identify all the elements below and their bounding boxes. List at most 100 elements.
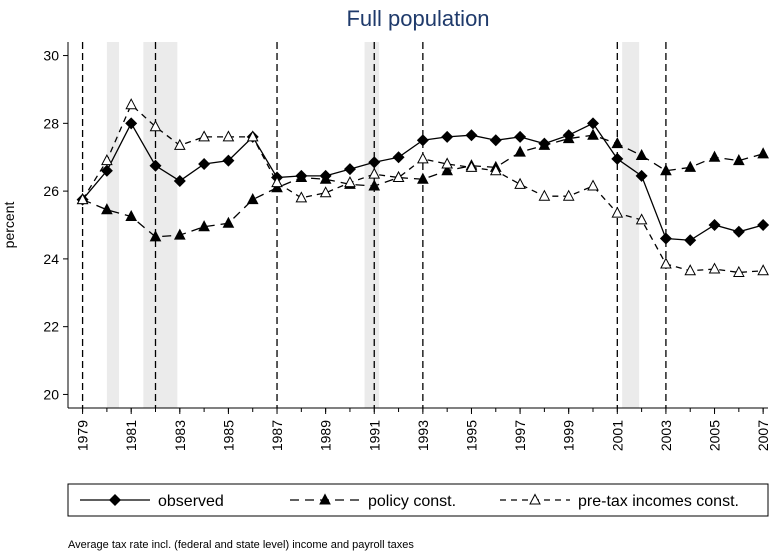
diamond-marker bbox=[489, 134, 502, 147]
diamond-marker bbox=[732, 225, 745, 238]
chart-title: Full population bbox=[346, 6, 489, 31]
triangle-marker bbox=[344, 176, 356, 188]
legend-label: observed bbox=[158, 493, 224, 510]
triangle-marker bbox=[101, 203, 113, 215]
triangle-marker bbox=[538, 189, 551, 201]
y-tick-label: 30 bbox=[43, 48, 59, 64]
triangle-marker bbox=[222, 130, 235, 142]
shaded-region bbox=[143, 42, 178, 408]
diamond-marker bbox=[173, 174, 186, 187]
triangle-marker bbox=[441, 157, 453, 169]
x-tick-label: 1991 bbox=[366, 420, 382, 451]
triangle-marker bbox=[417, 172, 429, 184]
triangle-marker bbox=[635, 148, 648, 161]
legend-label: pre-tax incomes const. bbox=[578, 493, 739, 510]
triangle-marker bbox=[562, 189, 575, 201]
y-tick-label: 26 bbox=[43, 183, 59, 199]
diamond-marker bbox=[125, 117, 138, 130]
triangle-marker bbox=[441, 164, 453, 176]
triangle-marker bbox=[198, 220, 210, 232]
legend-marker bbox=[109, 494, 121, 506]
diamond-marker bbox=[343, 163, 356, 176]
triangle-marker bbox=[733, 154, 745, 166]
triangle-marker bbox=[757, 264, 769, 276]
shaded-region bbox=[106, 42, 120, 408]
x-tick-label: 1989 bbox=[318, 420, 334, 451]
triangle-marker bbox=[173, 138, 186, 150]
triangle-marker bbox=[319, 172, 332, 184]
y-tick-label: 22 bbox=[43, 319, 59, 335]
x-tick-label: 1985 bbox=[220, 420, 236, 451]
triangle-marker bbox=[562, 132, 575, 144]
diamond-marker bbox=[611, 152, 624, 165]
triangle-marker bbox=[149, 230, 162, 242]
triangle-marker bbox=[684, 160, 697, 172]
triangle-marker bbox=[101, 154, 113, 166]
triangle-marker bbox=[368, 167, 381, 179]
triangle-marker bbox=[246, 130, 259, 142]
triangle-marker bbox=[538, 138, 551, 150]
triangle-marker bbox=[319, 186, 332, 198]
y-tick-label: 20 bbox=[43, 386, 59, 402]
triangle-marker bbox=[708, 150, 721, 162]
triangle-marker bbox=[149, 120, 162, 132]
triangle-marker bbox=[392, 170, 405, 183]
triangle-marker bbox=[76, 193, 89, 205]
triangle-marker bbox=[514, 177, 526, 189]
diamond-marker bbox=[198, 158, 211, 170]
diamond-marker bbox=[708, 219, 721, 231]
triangle-marker bbox=[611, 137, 624, 149]
triangle-marker bbox=[611, 206, 624, 218]
triangle-marker bbox=[417, 152, 429, 164]
x-tick-label: 2003 bbox=[658, 420, 674, 451]
triangle-marker bbox=[757, 147, 769, 159]
triangle-marker bbox=[295, 191, 308, 203]
triangle-marker bbox=[465, 160, 478, 172]
legend-marker bbox=[319, 493, 331, 505]
diamond-marker bbox=[465, 129, 478, 142]
triangle-marker bbox=[173, 228, 186, 240]
triangle-marker bbox=[125, 98, 138, 110]
x-tick-label: 1979 bbox=[75, 420, 91, 451]
triangle-marker bbox=[684, 264, 697, 276]
x-tick-label: 1997 bbox=[512, 420, 528, 451]
diamond-marker bbox=[514, 130, 527, 143]
y-axis-label: percent bbox=[1, 202, 17, 249]
x-tick-label: 2007 bbox=[755, 420, 770, 451]
shaded-region bbox=[364, 42, 380, 408]
triangle-marker bbox=[660, 164, 672, 176]
legend-triangle bbox=[319, 493, 331, 505]
triangle-marker bbox=[660, 257, 672, 269]
diamond-marker bbox=[684, 234, 697, 247]
triangle-marker bbox=[733, 265, 745, 277]
triangle-marker bbox=[489, 164, 502, 176]
legend-triangle bbox=[529, 493, 541, 505]
diamond-marker bbox=[587, 117, 599, 130]
x-tick-label: 1987 bbox=[269, 420, 285, 451]
triangle-marker bbox=[708, 262, 721, 274]
triangle-marker bbox=[587, 128, 599, 140]
x-tick-label: 2001 bbox=[609, 420, 625, 451]
diamond-marker bbox=[441, 130, 454, 143]
diamond-marker bbox=[100, 164, 113, 177]
triangle-marker bbox=[222, 216, 235, 228]
diamond-marker bbox=[222, 154, 235, 167]
legend-diamond bbox=[109, 494, 121, 506]
x-tick-label: 1993 bbox=[415, 420, 431, 451]
legend-marker bbox=[529, 493, 541, 505]
x-tick-label: 1995 bbox=[463, 420, 479, 451]
y-tick-label: 28 bbox=[43, 115, 59, 131]
diamond-marker bbox=[392, 151, 405, 164]
diamond-marker bbox=[757, 219, 770, 231]
legend-label: policy const. bbox=[368, 493, 456, 510]
legend bbox=[67, 483, 769, 517]
triangle-marker bbox=[271, 176, 283, 188]
triangle-marker bbox=[246, 193, 259, 205]
diamond-marker bbox=[416, 134, 429, 147]
triangle-marker bbox=[295, 170, 308, 183]
diamond-marker bbox=[368, 156, 381, 169]
x-tick-label: 2005 bbox=[707, 420, 723, 451]
diamond-marker bbox=[635, 169, 648, 182]
diamond-marker bbox=[659, 232, 672, 245]
